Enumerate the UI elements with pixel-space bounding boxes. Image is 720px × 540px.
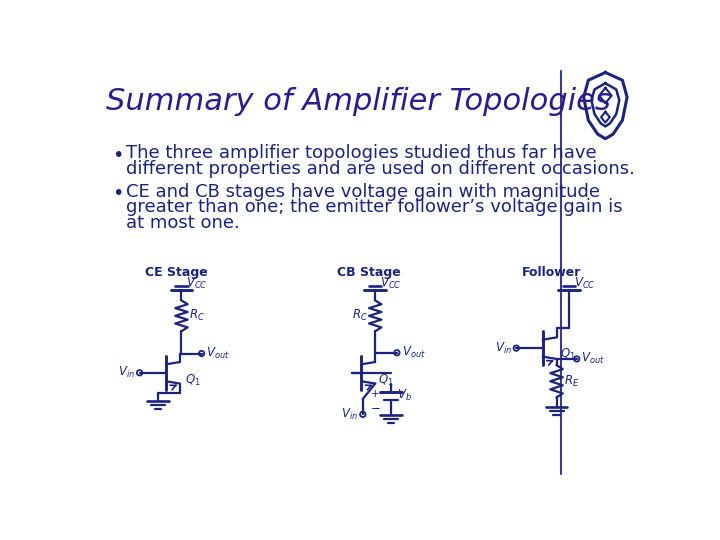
Text: The three amplifier topologies studied thus far have: The three amplifier topologies studied t…: [126, 144, 596, 162]
Text: +: +: [371, 389, 379, 399]
Text: •: •: [112, 146, 123, 165]
Text: −: −: [370, 402, 380, 415]
Text: $V_{in}$: $V_{in}$: [118, 365, 135, 380]
Text: $V_{CC}$: $V_{CC}$: [574, 276, 595, 291]
Text: Follower: Follower: [522, 266, 582, 279]
Text: $V_{CC}$: $V_{CC}$: [380, 276, 401, 291]
Text: different properties and are used on different occasions.: different properties and are used on dif…: [126, 160, 634, 178]
Text: $Q_1$: $Q_1$: [378, 373, 394, 388]
Text: $V_b$: $V_b$: [397, 388, 412, 403]
Text: $V_{out}$: $V_{out}$: [402, 345, 426, 360]
Text: $V_{in}$: $V_{in}$: [341, 407, 358, 422]
Text: $Q_1$: $Q_1$: [559, 347, 575, 362]
Text: $V_{in}$: $V_{in}$: [495, 341, 512, 356]
Text: greater than one; the emitter follower’s voltage gain is: greater than one; the emitter follower’s…: [126, 198, 622, 216]
Text: Summary of Amplifier Topologies: Summary of Amplifier Topologies: [106, 87, 611, 116]
Text: $R_C$: $R_C$: [189, 308, 205, 323]
Text: $R_E$: $R_E$: [564, 374, 580, 389]
Text: •: •: [112, 184, 123, 203]
Text: $V_{out}$: $V_{out}$: [581, 352, 605, 367]
Text: at most one.: at most one.: [126, 214, 239, 232]
Text: CB Stage: CB Stage: [337, 266, 401, 279]
Text: CE Stage: CE Stage: [145, 266, 207, 279]
Text: $R_C$: $R_C$: [351, 308, 367, 323]
Text: $V_{CC}$: $V_{CC}$: [186, 276, 207, 291]
Text: CE and CB stages have voltage gain with magnitude: CE and CB stages have voltage gain with …: [126, 183, 600, 201]
Text: $V_{out}$: $V_{out}$: [206, 346, 230, 361]
Text: $Q_1$: $Q_1$: [184, 373, 200, 388]
